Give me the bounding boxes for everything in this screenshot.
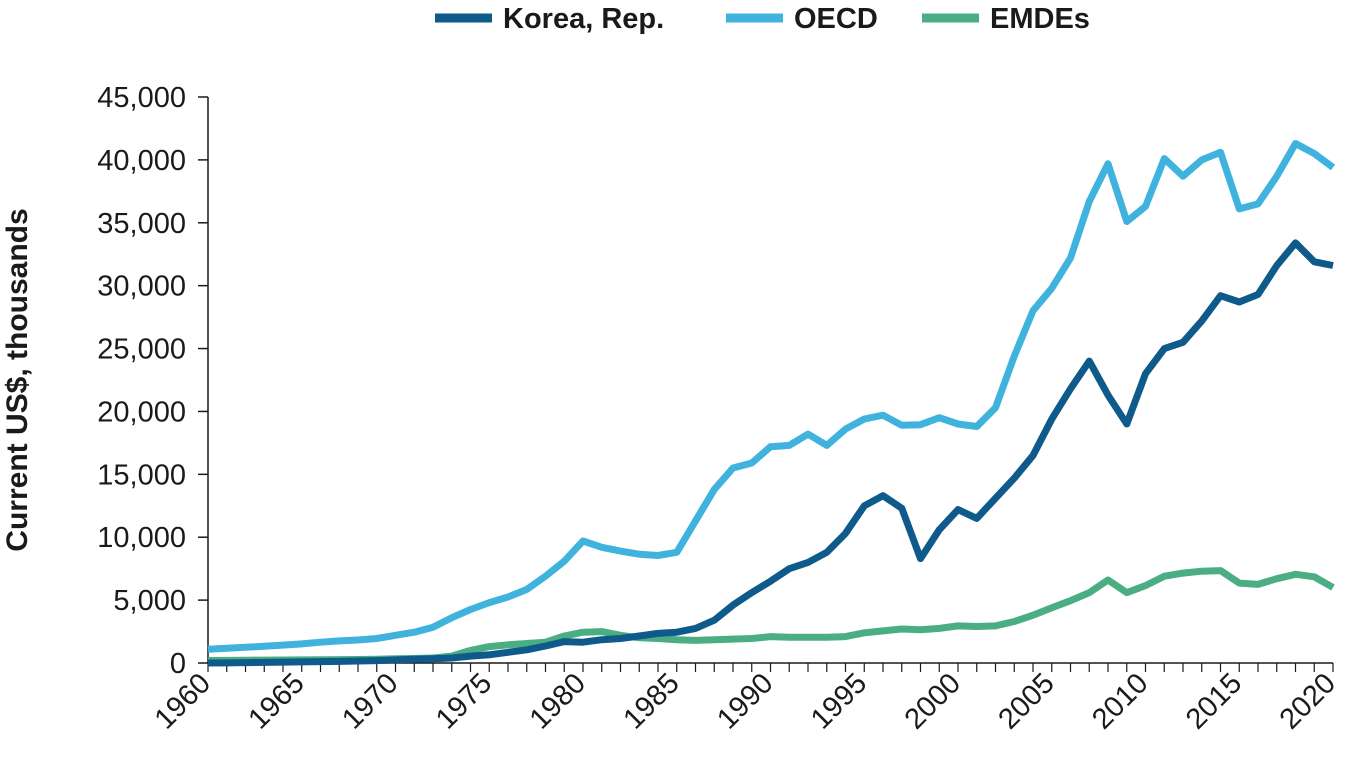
- x-tick-label: 2015: [1180, 667, 1248, 735]
- legend-label-korea-rep: Korea, Rep.: [503, 3, 664, 35]
- series-layer: [207, 140, 1336, 667]
- y-tick-label: 0: [170, 648, 186, 680]
- x-tick-label: 1970: [336, 667, 404, 735]
- x-tick-label: 1960: [149, 667, 217, 735]
- series-line-oecd: [207, 140, 1336, 653]
- x-tick-label: 2010: [1086, 667, 1154, 735]
- y-tick-label: 20,000: [97, 396, 186, 428]
- y-tick-label: 35,000: [97, 208, 186, 240]
- y-tick-label: 15,000: [97, 459, 186, 491]
- x-tick-label: 2000: [899, 667, 967, 735]
- legend: Korea, Rep. OECD EMDEs: [435, 3, 1090, 35]
- y-tick-label: 5,000: [113, 585, 186, 617]
- x-tick-label: 2005: [992, 667, 1060, 735]
- x-tick-label: 2020: [1274, 667, 1342, 735]
- y-tick-label: 45,000: [97, 82, 186, 114]
- series-line-korea-rep: [207, 239, 1334, 667]
- y-tick-label: 25,000: [97, 334, 186, 366]
- y-axis-label: Current US$, thousands: [1, 208, 34, 551]
- x-tick-label: 1995: [805, 667, 873, 735]
- y-tick-label: 30,000: [97, 271, 186, 303]
- x-axis: 1960 1965 1970 1975 1980 1985 1990 1995 2000 2005…: [149, 662, 1342, 736]
- x-tick-label: 1975: [430, 667, 498, 735]
- y-axis: 0 5,000 10,000 15,000 20,000 25,000 30,000 35,0…: [97, 82, 209, 680]
- x-tick-label: 1965: [242, 667, 310, 735]
- y-tick-label: 40,000: [97, 145, 186, 177]
- x-tick-label: 1985: [617, 667, 685, 735]
- x-tick-label: 1990: [711, 667, 779, 735]
- x-tick-label: 1980: [524, 667, 592, 735]
- legend-label-oecd: OECD: [794, 3, 878, 35]
- y-tick-label: 10,000: [97, 522, 186, 554]
- legend-label-emdes: EMDEs: [990, 3, 1090, 35]
